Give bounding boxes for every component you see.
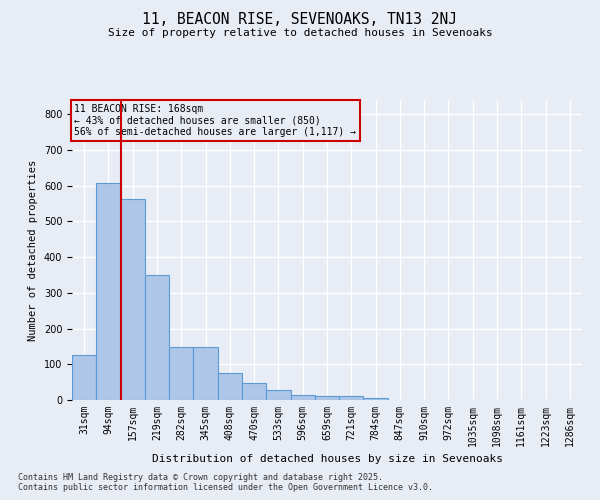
Text: 11, BEACON RISE, SEVENOAKS, TN13 2NJ: 11, BEACON RISE, SEVENOAKS, TN13 2NJ: [143, 12, 458, 28]
Bar: [169, 347, 193, 400]
Bar: [96, 183, 121, 400]
X-axis label: Distribution of detached houses by size in Sevenoaks: Distribution of detached houses by size …: [151, 454, 503, 464]
Bar: [242, 383, 266, 400]
Bar: [72, 356, 96, 400]
Bar: [145, 275, 169, 400]
Text: Contains HM Land Registry data © Crown copyright and database right 2025.
Contai: Contains HM Land Registry data © Crown c…: [18, 473, 433, 492]
Text: 11 BEACON RISE: 168sqm
← 43% of detached houses are smaller (850)
56% of semi-de: 11 BEACON RISE: 168sqm ← 43% of detached…: [74, 104, 356, 137]
Y-axis label: Number of detached properties: Number of detached properties: [28, 160, 38, 340]
Bar: [193, 347, 218, 400]
Text: Size of property relative to detached houses in Sevenoaks: Size of property relative to detached ho…: [107, 28, 493, 38]
Bar: [315, 396, 339, 400]
Bar: [364, 398, 388, 400]
Bar: [218, 373, 242, 400]
Bar: [266, 390, 290, 400]
Bar: [290, 394, 315, 400]
Bar: [121, 199, 145, 400]
Bar: [339, 396, 364, 400]
